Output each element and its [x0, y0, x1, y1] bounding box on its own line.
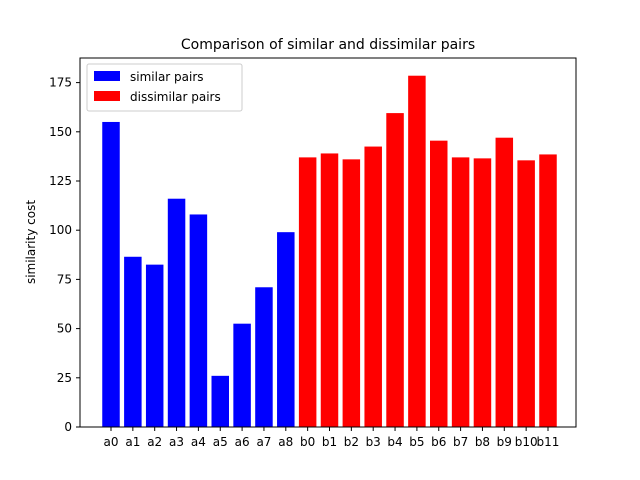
- bars-group: [102, 75, 557, 428]
- bar-a0: [102, 121, 120, 428]
- x-tick-label-b11: b11: [537, 435, 560, 449]
- bar-b0: [298, 157, 317, 427]
- x-tick-label-a2: a2: [147, 435, 162, 449]
- bar-b10: [517, 160, 535, 427]
- bar-a2: [145, 264, 164, 427]
- y-tick-label-125: 125: [49, 174, 72, 188]
- bar-a4: [189, 214, 208, 427]
- bar-b9: [495, 137, 514, 427]
- y-tick-label-0: 0: [64, 420, 72, 434]
- bar-b6: [430, 140, 448, 427]
- bar-b8: [473, 158, 492, 427]
- legend-swatch-similar: [94, 71, 120, 81]
- bar-b1: [320, 153, 339, 427]
- x-tick-label-b0: b0: [300, 435, 315, 449]
- x-tick-label-a8: a8: [278, 435, 293, 449]
- x-tick-label-a4: a4: [191, 435, 206, 449]
- legend-box: [86, 63, 243, 112]
- x-tick-label-b1: b1: [322, 435, 337, 449]
- chart-title: Comparison of similar and dissimilar pai…: [181, 37, 475, 53]
- plot-frame: [79, 57, 577, 428]
- y-tick-label-75: 75: [57, 272, 72, 286]
- bar-a1: [124, 256, 142, 427]
- bar-a6: [233, 323, 251, 427]
- bar-b5: [408, 75, 426, 428]
- x-tick-label-a1: a1: [125, 435, 140, 449]
- bar-b2: [342, 159, 361, 427]
- x-tick-label-b5: b5: [409, 435, 424, 449]
- y-tick-label-50: 50: [57, 322, 72, 336]
- bar-b4: [386, 113, 404, 427]
- x-tick-label-b10: b10: [515, 435, 538, 449]
- x-tick-label-a0: a0: [104, 435, 119, 449]
- bar-a8: [277, 232, 295, 427]
- bar-b3: [364, 146, 382, 427]
- x-tick-label-a7: a7: [256, 435, 271, 449]
- bar-b7: [451, 157, 470, 427]
- x-tick-label-b6: b6: [431, 435, 446, 449]
- legend: similar pairs dissimilar pairs: [86, 63, 243, 112]
- x-tick-label-b4: b4: [387, 435, 402, 449]
- bar-a3: [167, 198, 186, 427]
- y-tick-label-100: 100: [49, 223, 72, 237]
- legend-label-similar: similar pairs: [130, 70, 204, 84]
- x-tick-label-a3: a3: [169, 435, 184, 449]
- y-tick-label-150: 150: [49, 125, 72, 139]
- bar-b11: [539, 154, 557, 427]
- legend-swatch-dissimilar: [94, 91, 120, 101]
- x-tick-label-b7: b7: [453, 435, 468, 449]
- ticks-group: a0 a1 a2 a3 a4 a5 a6 a7 a8 b0 b1 b2 b3 b4 b5 b6 b7 b8 b9 b1…: [49, 76, 559, 449]
- x-tick-label-a6: a6: [235, 435, 250, 449]
- x-tick-label-b2: b2: [344, 435, 359, 449]
- y-tick-label-175: 175: [49, 76, 72, 90]
- y-tick-label-25: 25: [57, 371, 72, 385]
- bar-a5: [211, 375, 229, 427]
- x-tick-label-a5: a5: [213, 435, 228, 449]
- x-tick-label-b8: b8: [475, 435, 490, 449]
- x-tick-label-b9: b9: [497, 435, 512, 449]
- legend-label-dissimilar: dissimilar pairs: [130, 90, 221, 104]
- x-tick-label-b3: b3: [366, 435, 381, 449]
- bar-a7: [255, 287, 273, 427]
- y-axis-label: similarity cost: [24, 200, 38, 284]
